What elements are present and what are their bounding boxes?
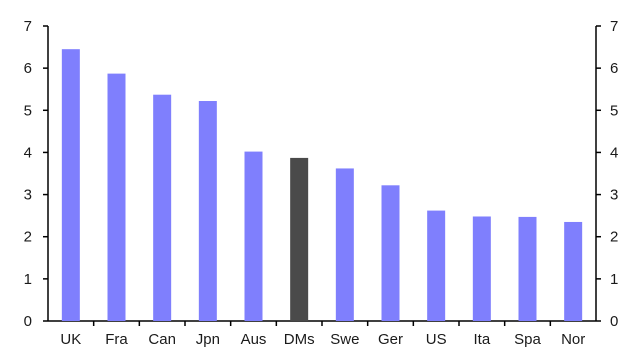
bar-ger (381, 185, 400, 321)
bar-swe (335, 168, 354, 321)
right-y-tick-label: 5 (610, 102, 618, 119)
left-y-tick-label: 6 (24, 60, 32, 77)
bar-jpn (198, 101, 217, 321)
bar-aus (244, 151, 263, 321)
right-y-tick-label: 0 (610, 313, 618, 330)
x-tick-label: Ger (378, 331, 403, 348)
x-tick-label: Swe (330, 331, 359, 348)
x-tick-label: Nor (561, 331, 585, 348)
ticks: 0 0 1 1 2 2 3 3 4 4 5 5 6 6 7 7 UK Fra Can Jpn Aus DMs Swe Ger U… (24, 18, 619, 348)
bar-ita (472, 216, 491, 321)
left-y-tick-label: 2 (24, 229, 32, 246)
x-tick-label: Fra (105, 331, 128, 348)
right-y-tick-label: 4 (610, 144, 618, 161)
axes (47, 26, 597, 322)
bars (61, 49, 583, 322)
right-y-tick-label: 6 (610, 60, 618, 77)
left-y-tick-label: 0 (24, 313, 32, 330)
bar-uk (61, 49, 80, 322)
bar-fra (107, 73, 126, 321)
left-y-tick-label: 3 (24, 187, 32, 204)
right-y-tick-label: 2 (610, 229, 618, 246)
x-tick-label: US (426, 331, 447, 348)
bar-dms (290, 157, 309, 321)
left-y-tick-label: 4 (24, 144, 32, 161)
x-tick-label: Spa (514, 331, 541, 348)
right-y-tick-label: 7 (610, 18, 618, 35)
x-tick-label: UK (60, 331, 81, 348)
bar-nor (564, 221, 583, 321)
bar-spa (518, 216, 537, 321)
right-y-tick-label: 3 (610, 187, 618, 204)
right-y-tick-label: 1 (610, 271, 618, 288)
left-y-tick-label: 5 (24, 102, 32, 119)
x-tick-label: Jpn (196, 331, 220, 348)
x-tick-label: Ita (473, 331, 490, 348)
x-tick-label: Can (148, 331, 176, 348)
left-y-tick-label: 1 (24, 271, 32, 288)
bar-us (427, 210, 446, 321)
x-tick-label: Aus (241, 331, 267, 348)
left-y-tick-label: 7 (24, 18, 32, 35)
x-tick-label: DMs (284, 331, 315, 348)
bar-can (153, 94, 172, 321)
